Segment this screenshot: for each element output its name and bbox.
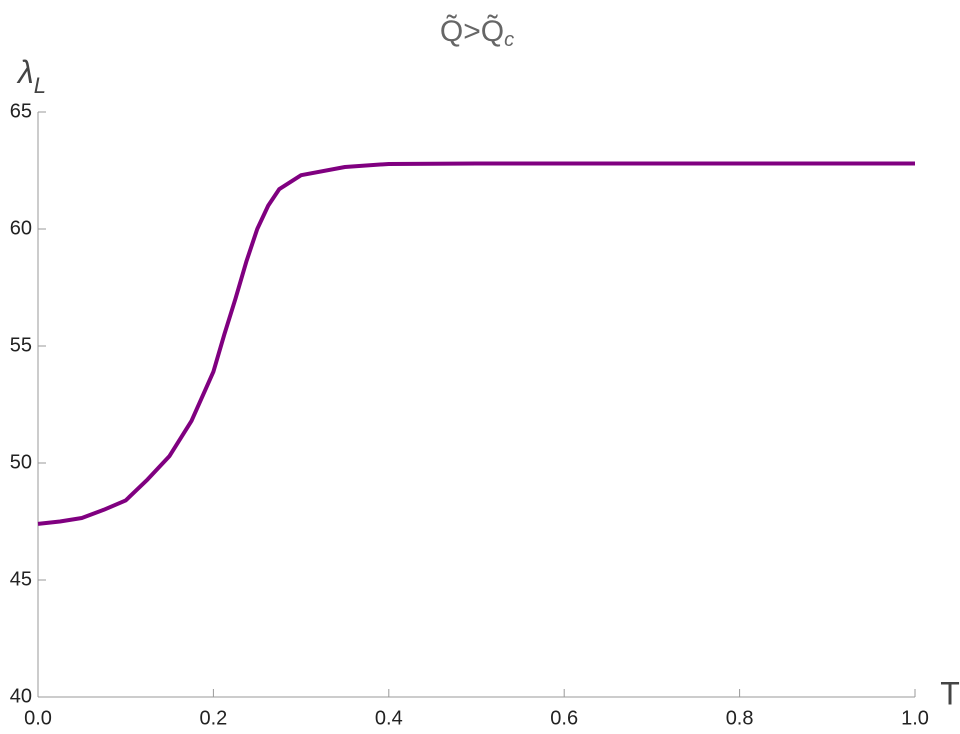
x-tick-label: 0.0	[24, 707, 52, 729]
x-tick-label: 0.4	[375, 707, 403, 729]
y-tick-label: 50	[10, 451, 32, 473]
y-tick-label: 65	[10, 100, 32, 122]
line-series	[37, 161, 915, 526]
x-tick-label: 0.6	[550, 707, 578, 729]
x-tick-label: 0.2	[199, 707, 227, 729]
ylabel-sub: L	[34, 73, 46, 98]
y-tick-label: 60	[10, 217, 32, 239]
ylabel-main: λ	[16, 54, 34, 90]
title-main: Q̃>Q̃	[440, 15, 504, 48]
x-tick-label: 0.8	[726, 707, 754, 729]
y-tick-label: 40	[10, 685, 32, 707]
title-sub: c	[504, 29, 514, 51]
chart-title: Q̃>Q̃c	[440, 15, 514, 51]
y-tick-label: 45	[10, 568, 32, 590]
x-axis-label: T	[940, 675, 960, 711]
x-tick-label: 1.0	[901, 707, 929, 729]
y-axis-label: λL	[16, 54, 46, 97]
y-tick-label: 55	[10, 334, 32, 356]
